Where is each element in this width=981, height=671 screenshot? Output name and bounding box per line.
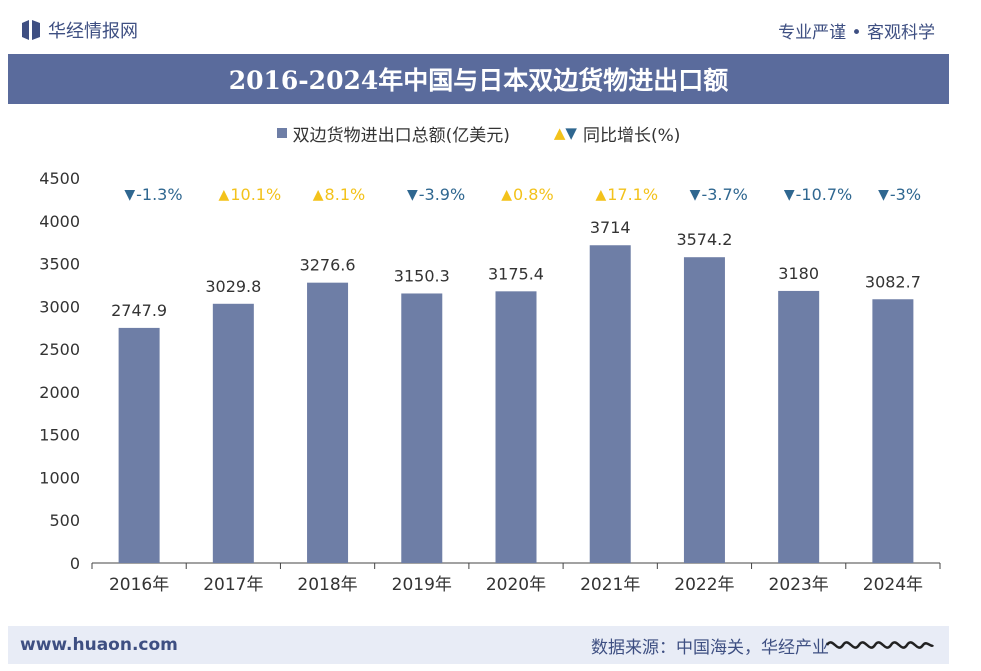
legend-item-total[interactable]: 双边货物进出口总额(亿美元)	[276, 121, 510, 146]
growth-label: 0.8%	[513, 185, 554, 204]
growth-up-triangle-icon: ▲	[501, 187, 512, 203]
bar	[495, 291, 537, 563]
bar-value-label: 3150.3	[394, 266, 450, 285]
legend: 双边货物进出口总额(亿美元) ▲ ▼ 同比增长(%)	[8, 120, 949, 146]
triangle-down-icon: ▼	[565, 124, 577, 142]
slogan: 专业严谨 • 客观科学	[778, 23, 935, 43]
y-tick-label: 3000	[39, 297, 80, 316]
growth-up-triangle-icon: ▲	[595, 187, 606, 203]
bar-value-label: 3175.4	[488, 264, 544, 283]
x-tick-label: 2019年	[392, 575, 452, 595]
bar	[212, 303, 254, 563]
legend-swatch-bar	[276, 128, 287, 138]
y-tick-label: 2500	[39, 340, 80, 359]
x-tick-label: 2018年	[297, 575, 357, 595]
top-bar: 华经情报网 专业严谨 • 客观科学	[8, 8, 949, 52]
growth-label: -3.9%	[419, 185, 465, 204]
y-tick-label: 500	[49, 511, 80, 530]
growth-down-triangle-icon: ▼	[407, 187, 418, 203]
growth-label: -10.7%	[796, 185, 853, 204]
bar	[401, 293, 443, 563]
bar	[118, 327, 160, 563]
y-tick-label: 1000	[39, 468, 80, 487]
bar-value-label: 3180	[778, 264, 819, 283]
legend-label-growth: 同比增长(%)	[582, 125, 681, 146]
growth-label: 10.1%	[230, 185, 281, 204]
y-tick-label: 2000	[39, 383, 80, 402]
growth-up-triangle-icon: ▲	[313, 187, 324, 203]
bar-value-label: 3574.2	[676, 230, 732, 249]
brand-name: 华经情报网	[48, 21, 138, 42]
growth-down-triangle-icon: ▼	[124, 187, 135, 203]
bar-value-label: 3082.7	[865, 272, 921, 291]
bar	[872, 299, 914, 563]
redacted-scribble-icon	[825, 641, 935, 649]
footer-url[interactable]: www.huaon.com	[20, 635, 178, 655]
x-tick-label: 2016年	[109, 575, 169, 595]
y-tick-label: 4500	[39, 169, 80, 188]
legend-label-total: 双边货物进出口总额(亿美元)	[292, 125, 510, 146]
x-tick-label: 2024年	[863, 575, 923, 595]
growth-label: -3%	[890, 185, 921, 204]
y-tick-label: 1500	[39, 426, 80, 445]
growth-label: 17.1%	[607, 185, 658, 204]
bar	[778, 290, 820, 563]
data-source: 数据来源：中国海关，华经产业	[591, 637, 829, 658]
x-tick-label: 2021年	[580, 575, 640, 595]
brand[interactable]: 华经情报网	[22, 17, 138, 43]
x-tick-label: 2020年	[486, 575, 546, 595]
triangle-up-icon: ▲	[553, 124, 566, 142]
y-tick-label: 4000	[39, 212, 80, 231]
bar-value-label: 3276.6	[300, 256, 356, 275]
x-tick-label: 2017年	[203, 575, 263, 595]
growth-down-triangle-icon: ▼	[878, 187, 889, 203]
growth-up-triangle-icon: ▲	[219, 187, 230, 203]
footer: www.huaon.com 数据来源：中国海关，华经产业	[8, 626, 949, 664]
growth-label: 8.1%	[325, 185, 366, 204]
legend-item-growth[interactable]: ▲ ▼ 同比增长(%)	[554, 121, 681, 146]
y-tick-label: 3500	[39, 255, 80, 274]
growth-label: -3.7%	[701, 185, 747, 204]
brand-logo-icon	[22, 20, 40, 40]
bar	[683, 257, 725, 563]
growth-down-triangle-icon: ▼	[784, 187, 795, 203]
bar	[307, 282, 349, 563]
growth-label: -1.3%	[136, 185, 182, 204]
x-tick-label: 2023年	[769, 575, 829, 595]
x-tick-label: 2022年	[674, 575, 734, 595]
chart-card: 华经情报网 专业严谨 • 客观科学 2016-2024年中国与日本双边货物进出口…	[8, 8, 949, 664]
bar-chart: 0 500 1000 1500 2000 2500 3000 3500 4000 4500 2747…	[39, 169, 941, 595]
chart-title: 2016-2024年中国与日本双边货物进出口额	[8, 54, 949, 104]
bar-value-label: 2747.9	[111, 301, 167, 320]
bar	[589, 245, 631, 563]
bar-value-label: 3029.8	[205, 277, 261, 296]
y-tick-label: 0	[70, 554, 80, 573]
bar-value-label: 3714	[590, 218, 631, 237]
growth-down-triangle-icon: ▼	[690, 187, 701, 203]
